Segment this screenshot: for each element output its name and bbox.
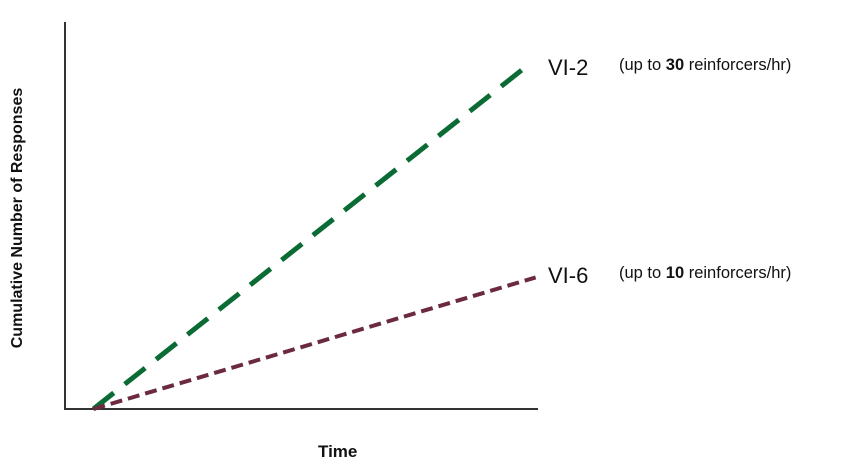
series-note-vi-2: (up to 30 reinforcers/hr) <box>619 56 791 75</box>
note-suffix: reinforcers/hr) <box>684 56 792 74</box>
note-prefix: (up to <box>619 264 666 282</box>
series-line-vi-2 <box>91 66 526 411</box>
series-note-vi-6: (up to 10 reinforcers/hr) <box>619 264 791 283</box>
note-rate: 10 <box>665 264 685 282</box>
series-label-vi-2: VI-2 <box>548 55 589 80</box>
x-axis-label: Time <box>318 442 358 461</box>
note-suffix: reinforcers/hr) <box>684 264 792 282</box>
note-prefix: (up to <box>619 56 666 74</box>
series-line-vi-6 <box>92 275 537 411</box>
series-label-vi-6: VI-6 <box>548 263 589 288</box>
y-axis-label: Cumulative Number of Responses <box>9 87 26 349</box>
note-rate: 30 <box>665 56 685 74</box>
